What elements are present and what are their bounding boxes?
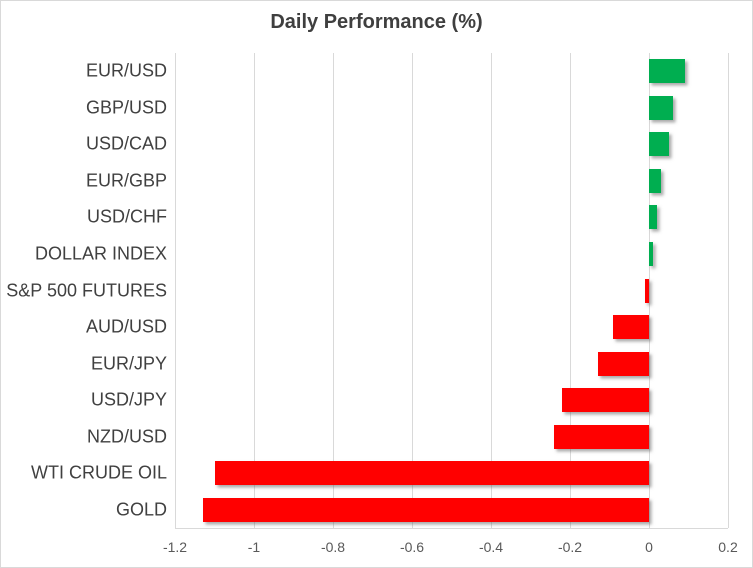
- category-label: DOLLAR INDEX: [34, 243, 167, 264]
- category-label: EUR/GBP: [85, 170, 167, 191]
- category-label: EUR/JPY: [90, 353, 167, 374]
- gridline: [648, 53, 650, 528]
- category-label: USD/CHF: [87, 206, 167, 227]
- category-label: AUD/USD: [85, 316, 167, 337]
- category-label: NZD/USD: [87, 426, 167, 447]
- category-label: USD/JPY: [90, 389, 167, 410]
- bar-usd-cad: [649, 132, 669, 157]
- gridline: [332, 53, 334, 528]
- x-tick-label: -1.2: [162, 539, 188, 555]
- category-label: USD/CAD: [85, 133, 167, 154]
- x-tick-label: -0.8: [320, 539, 346, 555]
- bar-usd-chf: [649, 205, 657, 230]
- gridline: [411, 53, 413, 528]
- category-label: EUR/USD: [85, 60, 167, 81]
- x-tick-label: 0.2: [718, 539, 738, 555]
- chart-title: Daily Performance (%): [270, 11, 483, 33]
- x-tick-label: -1: [247, 539, 261, 555]
- bar-usd-jpy: [562, 388, 649, 413]
- bar-eur-jpy: [597, 351, 649, 376]
- category-label: GBP/USD: [85, 97, 167, 118]
- x-tick-label: -0.6: [399, 539, 425, 555]
- category-label: S&P 500 FUTURES: [6, 280, 167, 300]
- x-axis-tick-labels: -1.2 -1 -0.8 -0.6 -0.4 -0.2 0 0.2: [163, 539, 738, 559]
- gridline: [569, 53, 571, 528]
- bar-s-p-500-futures: [645, 278, 649, 303]
- gridline: [174, 53, 176, 528]
- x-tick-label: -0.4: [478, 539, 504, 555]
- plot-area: [174, 53, 729, 529]
- category-label: GOLD: [115, 499, 167, 520]
- bar-gold: [202, 497, 649, 522]
- bar-gbp-usd: [649, 95, 673, 120]
- bar-eur-usd: [649, 59, 685, 84]
- x-tick-label: -0.2: [557, 539, 583, 555]
- bar-wti-crude-oil: [214, 461, 649, 486]
- category-label: WTI CRUDE OIL: [30, 462, 167, 483]
- bar-eur-gbp: [649, 168, 661, 193]
- bar-dollar-index: [649, 241, 653, 266]
- bar-aud-usd: [613, 315, 649, 340]
- bar-nzd-usd: [554, 424, 649, 449]
- gridline: [727, 53, 729, 528]
- gridline: [253, 53, 255, 528]
- x-axis-line: [175, 528, 728, 529]
- x-tick-label: 0: [645, 539, 653, 555]
- gridline: [490, 53, 492, 528]
- y-axis-category-labels: EUR/USD GBP/USD USD/CAD EUR/GBP USD/CHF DOLLA…: [1, 53, 167, 528]
